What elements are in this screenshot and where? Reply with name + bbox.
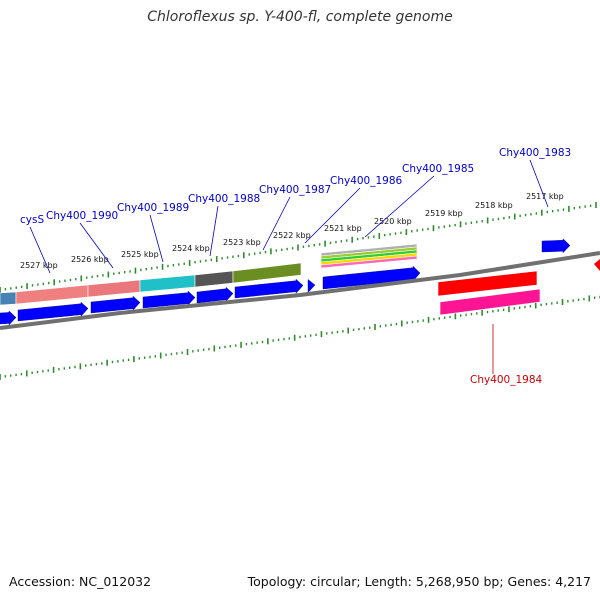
inner-tick-track — [0, 295, 600, 380]
cog-bar-segment — [139, 274, 196, 293]
gene-leader-line — [364, 175, 435, 238]
position-tick-label: 2521 kbp — [324, 224, 362, 233]
cds-reverse-bar — [437, 270, 538, 297]
position-tick-label: 2520 kbp — [374, 217, 412, 226]
gene-label: Chy400_1984 — [470, 374, 543, 386]
position-tick-label: 2517 kbp — [526, 192, 564, 201]
gene-leader-line — [304, 187, 361, 244]
cds-forward-arrow — [307, 279, 316, 294]
position-ticks: 2527 kbp 2526 kbp 2525 kbp 2524 kbp 2523 kbp… — [0, 192, 600, 380]
cds-reverse-bar — [439, 288, 541, 316]
gene-leader-line — [262, 196, 291, 251]
backbone-line — [0, 251, 600, 330]
gene-leader-line — [149, 214, 164, 263]
position-tick-label: 2523 kbp — [223, 238, 261, 247]
position-tick-label: 2518 kbp — [475, 201, 513, 210]
outer-tick-track — [0, 202, 597, 293]
gene-label: Chy400_1985 — [402, 163, 474, 175]
cds-forward-arrow — [196, 286, 234, 304]
gene-label: Chy400_1989 — [117, 202, 189, 214]
genome-summary-text: Topology: circular; Length: 5,268,950 bp… — [247, 574, 591, 589]
position-tick-label: 2526 kbp — [71, 255, 109, 264]
feature-tracks — [0, 238, 600, 326]
cds-forward-arrow — [17, 301, 89, 322]
gene-leader-line — [79, 222, 114, 269]
gene-labels: cysS Chy400_1990Chy400_1989Chy400_1988Chy… — [20, 147, 571, 386]
genome-backbone — [0, 251, 600, 330]
cog-bar-segment — [232, 262, 302, 284]
cog-stripe-segment — [320, 255, 418, 269]
cds-forward-arrow — [90, 295, 141, 314]
gene-label: Chy400_1987 — [259, 184, 331, 196]
accession-text: Accession: NC_012032 — [9, 574, 152, 589]
map-title: Chloroflexus sp. Y-400-fl, complete geno… — [147, 9, 453, 25]
gene-leader-line — [209, 205, 219, 257]
position-tick-label: 2519 kbp — [425, 209, 463, 218]
gene-label: Chy400_1983 — [499, 147, 571, 159]
cds-forward-arrow — [541, 238, 571, 254]
position-tick-label: 2524 kbp — [172, 244, 210, 253]
cog-bar-segment — [194, 270, 234, 288]
position-tick-label: 2522 kbp — [273, 231, 311, 240]
cds-forward-arrow — [322, 265, 421, 290]
cds-reverse-arrow — [594, 259, 600, 271]
cds-forward-arrow — [0, 310, 17, 326]
gene-label: cysS — [20, 214, 44, 226]
position-tick-label: 2525 kbp — [121, 250, 159, 259]
gene-label: Chy400_1988 — [188, 193, 260, 205]
cog-bar-segment — [0, 291, 17, 306]
gene-label: Chy400_1990 — [46, 210, 118, 222]
gene-leader-line — [529, 159, 549, 208]
position-tick-label: 2527 kbp — [20, 261, 58, 270]
cog-bar-segment — [87, 279, 141, 298]
gene-label: Chy400_1986 — [330, 175, 403, 187]
cds-forward-arrow — [234, 278, 304, 299]
cds-forward-arrow — [142, 290, 196, 309]
gene-leader-line — [29, 226, 51, 274]
